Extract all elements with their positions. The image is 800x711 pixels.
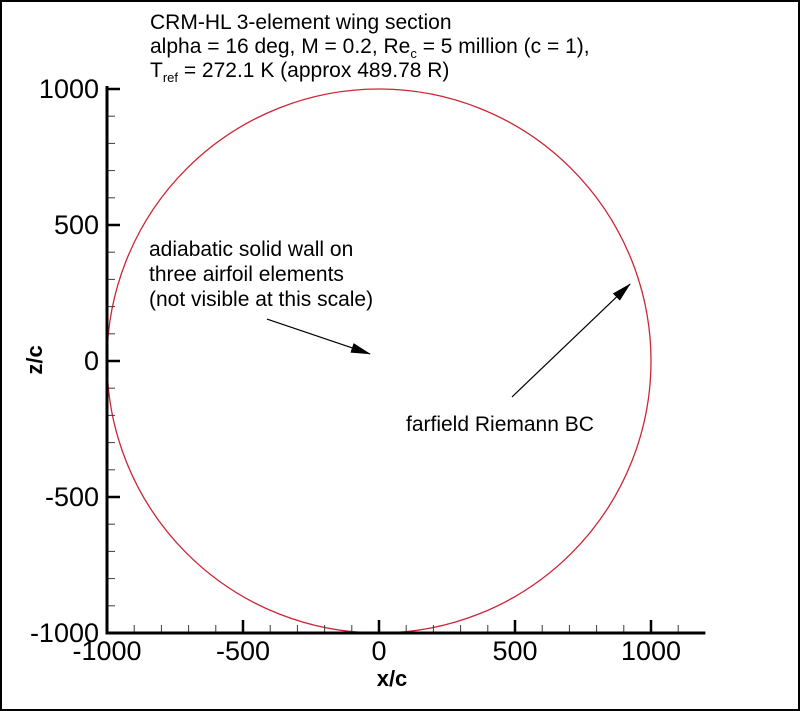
title-line-2-subscript: c [410, 46, 417, 62]
title-line-3: Tref = 272.1 K (approx 489.78 R) [150, 59, 590, 86]
farfield-annotation-line-1: farfield Riemann BC [406, 413, 594, 436]
annotation-arrows-layer [266, 283, 631, 398]
title-line-2-text-tail: = 5 million (c = 1), [416, 35, 590, 58]
tick-labels-layer: -1000 -500 0 500 1000 -1000 -500 0 500 1000 [30, 74, 681, 666]
x-tick-label: 1000 [621, 636, 681, 666]
farfield-annotation-text: farfield Riemann BC [406, 412, 594, 437]
y-axis-label: z/c [22, 345, 47, 374]
title-line-3-text: T [150, 59, 163, 82]
title-line-2-text: alpha = 16 deg, M = 0.2, Re [150, 35, 411, 58]
title-line-3-subscript: ref [162, 70, 178, 86]
wall-annotation-line-1: adiabatic solid wall on [149, 238, 354, 261]
x-tick-label: 0 [371, 636, 386, 666]
y-tick-label: -500 [45, 482, 99, 512]
y-tick-label: 1000 [39, 74, 99, 104]
wall-annotation-text: adiabatic solid wall on three airfoil el… [149, 237, 373, 312]
plot-title: CRM-HL 3-element wing section alpha = 16… [150, 11, 590, 86]
x-tick-label: -1000 [72, 636, 141, 666]
series-layer [106, 88, 652, 634]
title-line-2: alpha = 16 deg, M = 0.2, Rec = 5 million… [150, 35, 590, 62]
y-tick-label: 500 [54, 210, 99, 240]
y-tick-label: -1000 [30, 618, 99, 648]
farfield-annotation-arrow [511, 283, 631, 398]
x-tick-label: -500 [216, 636, 270, 666]
wall-annotation-line-2: three airfoil elements [149, 263, 344, 286]
wall-annotation-arrow [266, 318, 371, 355]
y-tick-label: 0 [84, 346, 99, 376]
title-line-3-text-tail: = 272.1 K (approx 489.78 R) [178, 59, 450, 82]
x-tick-label: 500 [492, 636, 537, 666]
ticks-layer [105, 87, 679, 635]
x-axis-label: x/c [377, 666, 408, 691]
title-line-1: CRM-HL 3-element wing section [150, 11, 452, 34]
axes-layer [105, 86, 706, 635]
farfield-circle [106, 88, 652, 634]
wall-annotation-line-3: (not visible at this scale) [149, 288, 374, 311]
